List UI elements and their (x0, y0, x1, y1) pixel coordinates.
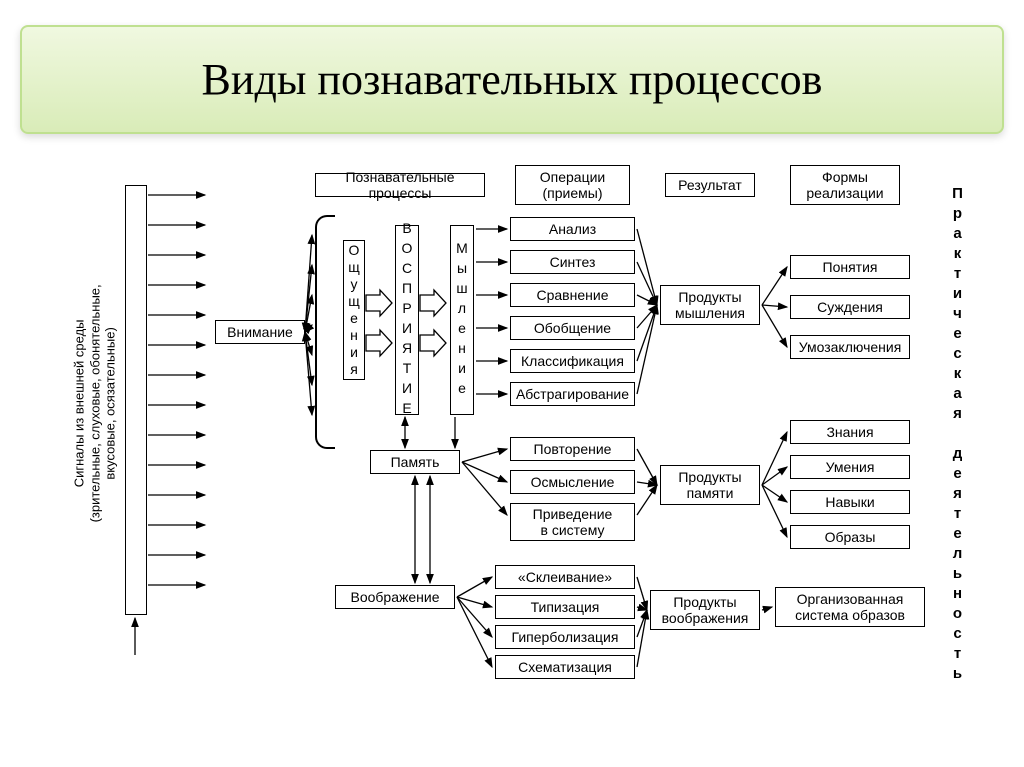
op-mem-2: Приведениев систему (510, 503, 635, 541)
header-operations: Операции(приемы) (515, 165, 630, 205)
op-imag-2: Гиперболизация (495, 625, 635, 649)
op-think-4: Классификация (510, 349, 635, 373)
form-mem-3: Образы (790, 525, 910, 549)
op-think-1: Синтез (510, 250, 635, 274)
attention-box: Внимание (215, 320, 305, 344)
result-memory: Продуктыпамяти (660, 465, 760, 505)
process-sensations: Ощущения (343, 240, 365, 380)
process-thinking: Мышление (450, 225, 474, 415)
op-think-5: Абстрагирование (510, 382, 635, 406)
op-think-0: Анализ (510, 217, 635, 241)
form-think-2: Умозаключения (790, 335, 910, 359)
process-imagination: Воображение (335, 585, 455, 609)
header-forms: Формыреализации (790, 165, 900, 205)
form-imag: Организованнаясистема образов (775, 587, 925, 627)
signal-bar (125, 185, 147, 615)
form-think-1: Суждения (790, 295, 910, 319)
process-memory: Память (370, 450, 460, 474)
result-imagination: Продуктывоображения (650, 590, 760, 630)
form-mem-1: Умения (790, 455, 910, 479)
op-think-3: Обобщение (510, 316, 635, 340)
op-mem-1: Осмысление (510, 470, 635, 494)
op-mem-0: Повторение (510, 437, 635, 461)
signal-label: Сигналы из внешней среды(зрительные, слу… (72, 273, 119, 533)
op-imag-1: Типизация (495, 595, 635, 619)
brace (315, 215, 335, 449)
page-title: Виды познавательных процессов (202, 54, 823, 105)
op-imag-0: «Склеивание» (495, 565, 635, 589)
form-mem-2: Навыки (790, 490, 910, 514)
title-bar: Виды познавательных процессов (20, 25, 1004, 134)
header-processes: Познавательные процессы (315, 173, 485, 197)
diagram-canvas: Сигналы из внешней среды(зрительные, слу… (0, 145, 1024, 767)
op-think-2: Сравнение (510, 283, 635, 307)
header-result: Результат (665, 173, 755, 197)
form-mem-0: Знания (790, 420, 910, 444)
op-imag-3: Схематизация (495, 655, 635, 679)
right-practice-label: Практическая деятельность (950, 185, 965, 685)
form-think-0: Понятия (790, 255, 910, 279)
result-thinking: Продуктымышления (660, 285, 760, 325)
process-perception: ВОСПРИЯТИЕ (395, 225, 419, 415)
